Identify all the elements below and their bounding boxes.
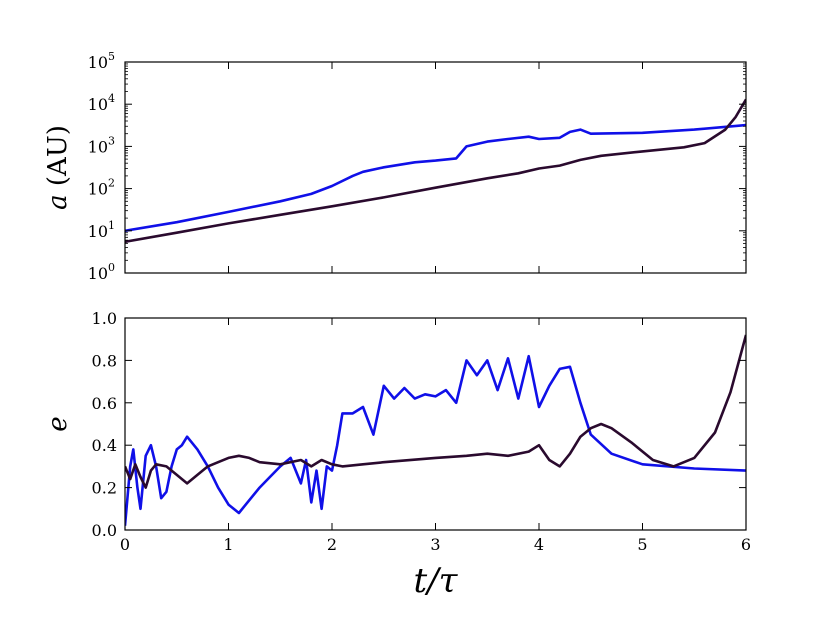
x-tick-label: 0 [120, 535, 130, 554]
x-tick-label: 4 [534, 535, 544, 554]
x-tick-label: 2 [327, 535, 337, 554]
series-line-2 [125, 98, 746, 244]
eccentricity-panel: 0 1 2 3 4 5 6 0.0 0.2 0.4 0.6 0.8 1.0 e t/τ [43, 309, 751, 601]
y-tick-label: 100 [88, 261, 115, 283]
semi-major-axis-panel: 100 101 102 103 104 105 a (AU) [43, 50, 747, 283]
x-tick-label: 6 [741, 535, 751, 554]
series-line-1 [125, 123, 746, 233]
y-tick-label: 102 [88, 177, 115, 199]
y-tick-label: 0.0 [92, 521, 117, 540]
y-tick-label: 1.0 [92, 309, 117, 328]
y-tick-label: 104 [88, 92, 115, 114]
y-axis-label: a (AU) [43, 125, 73, 210]
series-line-2 [125, 334, 746, 489]
x-tick-label: 1 [223, 535, 233, 554]
y-tick-label: 0.2 [92, 479, 117, 498]
y-tick-label: 0.8 [92, 351, 117, 370]
y-tick-label: 0.4 [92, 436, 117, 455]
y-axis-label: e [43, 416, 73, 431]
plot-frame [124, 61, 747, 274]
x-tick-label: 5 [637, 535, 647, 554]
series-line-1 [125, 354, 746, 526]
x-axis-label: t/τ [414, 561, 459, 601]
plot-frame [124, 317, 747, 531]
y-tick-label: 101 [88, 219, 115, 241]
y-tick-label: 0.6 [92, 394, 117, 413]
y-tick-label: 105 [88, 50, 115, 72]
x-tick-label: 3 [430, 535, 440, 554]
y-tick-label: 103 [88, 134, 115, 156]
